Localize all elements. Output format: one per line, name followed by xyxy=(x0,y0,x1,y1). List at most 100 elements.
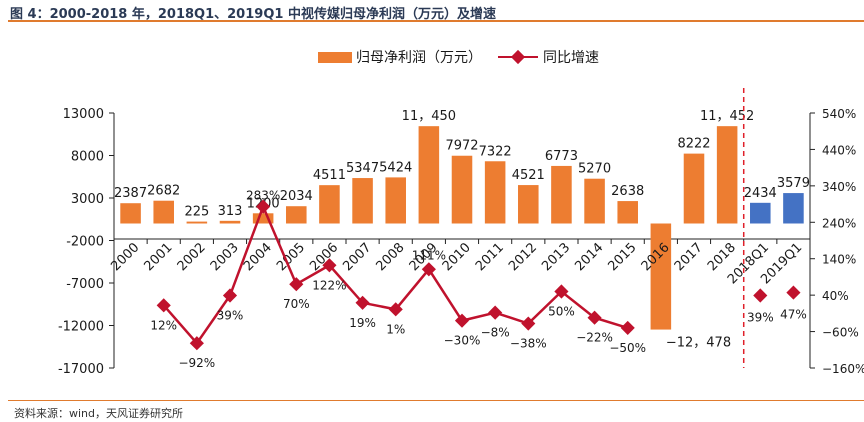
growth-label-2019Q1: 47% xyxy=(780,308,807,322)
x-tick-label-2002: 2002 xyxy=(175,240,209,274)
bar-label-2006: 4511 xyxy=(313,168,346,183)
bar-label-2016: −12，478 xyxy=(666,336,731,351)
growth-marker-2007 xyxy=(355,295,370,310)
source-note: 资料来源：wind，天风证券研究所 xyxy=(14,407,184,420)
bar-2006 xyxy=(319,185,340,224)
bar-2005 xyxy=(286,206,307,224)
bar-2015 xyxy=(617,201,638,224)
growth-marker-2009 xyxy=(421,262,436,277)
figure-title: 图 4：2000-2018 年，2018Q1、2019Q1 中视传媒归母净利润（… xyxy=(10,7,496,22)
growth-marker-2005 xyxy=(289,277,304,292)
bar-2014 xyxy=(584,178,605,224)
y-right-tick-label: −160% xyxy=(822,362,864,376)
growth-label-2010: −30% xyxy=(444,334,481,348)
bar-label-2011: 7322 xyxy=(479,144,512,159)
bar-2011 xyxy=(484,161,506,224)
bar-label-2015: 2638 xyxy=(611,184,644,199)
bar-2004 xyxy=(252,213,274,224)
legend-swatch-bar xyxy=(318,52,352,63)
growth-marker-2008 xyxy=(388,302,403,317)
growth-marker-2019Q1 xyxy=(786,285,801,300)
y-right-tick-label: 40% xyxy=(822,289,849,303)
growth-label-2018Q1: 39% xyxy=(747,311,774,325)
growth-label-2008: 1% xyxy=(386,322,405,336)
bar-label-2018Q1: 2434 xyxy=(744,186,777,201)
bar-2010 xyxy=(451,155,473,224)
growth-marker-2004 xyxy=(256,199,271,214)
plot-area: 13000 8000 3000 -2000 -7000 -12000 -17000 540% 4… xyxy=(58,88,864,377)
bar-label-2002: 225 xyxy=(184,205,209,220)
growth-marker-2015 xyxy=(620,320,635,335)
bar-2000 xyxy=(120,203,141,224)
growth-label-2004: 283% xyxy=(246,189,280,203)
footer-rule xyxy=(8,400,864,401)
y-right-tick-label: 540% xyxy=(822,107,856,121)
x-tick-label-2014: 2014 xyxy=(572,240,606,274)
growth-marker-2014 xyxy=(587,310,602,325)
bar-2002 xyxy=(186,221,208,224)
bar-2003 xyxy=(219,220,241,224)
bar-2001 xyxy=(153,200,174,224)
growth-marker-2001 xyxy=(156,298,171,313)
growth-label-2013: 50% xyxy=(548,305,575,319)
bar-label-2003: 313 xyxy=(218,204,243,219)
bar-2019Q1 xyxy=(783,193,804,224)
growth-marker-2011 xyxy=(488,305,503,320)
x-tick-label-2015: 2015 xyxy=(606,240,640,274)
y-left-tick-label: 13000 xyxy=(63,107,104,122)
growth-marker-2012 xyxy=(521,316,536,331)
bar-label-2001: 2682 xyxy=(147,184,180,199)
bar-2012 xyxy=(518,185,539,224)
bar-label-2000: 2387 xyxy=(114,186,147,201)
x-tick-label-2013: 2013 xyxy=(539,240,573,274)
bar-label-2013: 6773 xyxy=(545,149,578,164)
bar-label-2008: 5424 xyxy=(379,160,412,175)
x-tick-label-2012: 2012 xyxy=(506,240,540,274)
growth-label-2001: 12% xyxy=(150,318,177,332)
growth-marker-2013 xyxy=(554,284,569,299)
bar-label-2018: 11，452 xyxy=(700,109,754,124)
bar-2018 xyxy=(716,126,738,224)
growth-label-2015: −50% xyxy=(609,341,646,355)
bar-label-2009: 11，450 xyxy=(402,109,456,124)
y-right-tick-label: 140% xyxy=(822,253,856,267)
growth-label-2005: 70% xyxy=(283,297,310,311)
growth-marker-2010 xyxy=(454,313,470,328)
y-right-tick-label: 240% xyxy=(822,216,856,230)
bar-label-2014: 5270 xyxy=(578,162,611,177)
x-tick-label-2004: 2004 xyxy=(241,240,275,274)
bar-2008 xyxy=(385,177,406,224)
legend-label-bar: 归母净利润（万元） xyxy=(356,49,482,66)
bar-2007 xyxy=(352,178,373,224)
y-right-tick-label: −60% xyxy=(822,326,859,340)
legend-label-line: 同比增速 xyxy=(543,50,599,66)
x-tick-label-2008: 2008 xyxy=(374,240,408,274)
chart: 归母净利润（万元） 同比增速 13000 8000 3000 -2000 -7000 -1… xyxy=(58,49,864,377)
x-tick-label-2001: 2001 xyxy=(142,240,176,274)
legend-swatch-marker xyxy=(510,49,526,65)
growth-label-2011: −8% xyxy=(481,326,510,340)
x-tick-label-2007: 2007 xyxy=(340,240,374,274)
y-left-tick-label: -12000 xyxy=(58,320,104,335)
bar-2016 xyxy=(650,223,672,330)
growth-label-2009: 111% xyxy=(412,248,446,262)
y-left-tick-label: -17000 xyxy=(58,362,104,377)
growth-marker-2018Q1 xyxy=(753,288,768,303)
legend: 归母净利润（万元） 同比增速 xyxy=(318,49,599,66)
bar-2018Q1 xyxy=(750,202,771,224)
y-left-tick-label: 3000 xyxy=(71,192,104,207)
bar-label-2017: 8222 xyxy=(677,137,710,152)
title-rule xyxy=(8,20,864,22)
x-tick-label-2017: 2017 xyxy=(672,240,706,274)
growth-label-2012: −38% xyxy=(510,337,547,351)
bar-label-2007: 5347 xyxy=(346,161,379,176)
bar-2017 xyxy=(683,153,705,224)
growth-marker-2002 xyxy=(189,336,204,351)
growth-label-2003: 39% xyxy=(217,309,244,323)
bar-2009 xyxy=(418,126,440,224)
y-left-tick-label: -7000 xyxy=(66,277,104,292)
bar-2013 xyxy=(551,165,572,224)
y-left-tick-label: 8000 xyxy=(71,150,104,165)
growth-label-2006: 122% xyxy=(312,278,346,292)
growth-label-2002: −92% xyxy=(178,356,215,370)
